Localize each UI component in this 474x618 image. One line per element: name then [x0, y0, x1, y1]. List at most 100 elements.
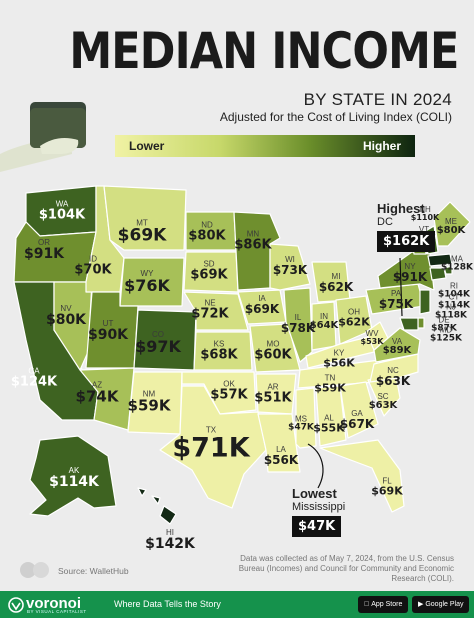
state-value: $74K	[75, 387, 119, 406]
state-value: $55K	[313, 421, 345, 435]
lowest-callout: Lowest Mississippi $47K	[292, 486, 345, 537]
state-value: $104K	[437, 289, 471, 300]
state-value: $104K	[38, 207, 86, 223]
state-ks	[193, 331, 253, 371]
state-value: $114K	[49, 474, 99, 490]
state-value: $56K	[323, 356, 355, 370]
state-value: $80K	[45, 312, 87, 328]
state-value: $124K	[10, 374, 58, 390]
state-label-mt: MT $69K	[117, 218, 167, 246]
data-note: Data was collected as of May 7, 2024, fr…	[238, 554, 454, 583]
state-label-ak: AK $114K	[49, 466, 99, 490]
state-abbr: OR	[37, 238, 50, 247]
state-ct	[429, 267, 447, 281]
state-va	[373, 327, 421, 363]
state-abbr: VT	[418, 225, 430, 234]
state-abbr: PA	[390, 289, 402, 298]
state-label-pa: PA $75K	[378, 289, 414, 311]
state-abbr: AR	[267, 382, 279, 392]
highest-value: $162K	[377, 231, 436, 252]
highest-name: DC	[377, 216, 393, 228]
state-value: $69K	[371, 484, 403, 498]
state-md	[399, 317, 419, 331]
state-abbr: MA	[451, 254, 463, 264]
footer-slogan[interactable]: Where Data Tells the Story	[114, 599, 221, 609]
state-abbr: CA	[28, 366, 40, 376]
google-play-label: Google Play	[425, 601, 464, 608]
state-abbr: WV	[365, 329, 379, 338]
state-az	[79, 367, 135, 431]
state-abbr: WA	[55, 199, 69, 209]
state-label-nm: NM $59K	[128, 389, 171, 414]
state-label-la: LA $56K	[263, 446, 299, 467]
state-value: $70K	[74, 262, 112, 278]
state-abbr: WY	[140, 269, 154, 278]
state-value: $69K	[117, 225, 167, 246]
state-label-wi: WI $73K	[272, 256, 308, 277]
state-value: $63K	[375, 374, 411, 388]
state-abbr: OH	[348, 307, 360, 317]
state-label-mi: MI $62K	[318, 273, 354, 294]
state-value: $62K	[318, 280, 354, 294]
state-ms	[295, 387, 317, 449]
state-value: $90K	[87, 327, 129, 343]
state-value: $56K	[263, 453, 299, 467]
state-abbr: AK	[68, 466, 80, 475]
state-value: $76K	[124, 276, 170, 295]
state-abbr: KS	[213, 339, 225, 349]
state-value: $73K	[272, 263, 308, 277]
state-label-fl: FL $69K	[371, 476, 403, 498]
color-legend: Lower Higher	[115, 135, 415, 157]
state-wv	[365, 321, 389, 351]
lowest-name: Mississippi	[292, 501, 346, 513]
state-abbr: ID	[89, 254, 97, 264]
footer-tagline: BY VISUAL CAPITALIST	[27, 609, 87, 614]
state-abbr: NM	[142, 389, 156, 399]
state-label-va: VA $89K	[383, 338, 412, 356]
state-label-nd: ND $80K	[188, 221, 225, 243]
state-label-ks: KS $68K	[200, 339, 237, 362]
state-abbr: MT	[136, 218, 148, 228]
legend-high-label: Higher	[362, 139, 401, 153]
state-label-ct: CT $114K	[437, 292, 471, 311]
state-value: $53K	[360, 337, 384, 346]
state-label-or: OR $91K	[23, 238, 65, 262]
voronoi-logo-icon	[8, 597, 24, 613]
state-value: $114K	[437, 300, 471, 311]
page-title: MEDIAN INCOME	[69, 22, 459, 80]
state-label-nc: NC $63K	[375, 367, 411, 388]
state-label-oh: OH $62K	[338, 307, 370, 328]
state-value: $75K	[378, 297, 414, 311]
state-label-sc: SC $63K	[369, 393, 398, 411]
state-ut	[85, 291, 139, 369]
state-value: $91K	[392, 270, 428, 284]
state-label-wy: WY $76K	[124, 270, 170, 294]
state-abbr: GA	[351, 409, 363, 418]
state-value: $142K	[145, 536, 195, 552]
state-abbr: NE	[204, 298, 216, 308]
state-label-ar: AR $51K	[254, 382, 291, 405]
footer-bar: voronoi BY VISUAL CAPITALIST Where Data …	[0, 591, 474, 618]
state-label-in: IN $64K	[310, 313, 339, 331]
state-wy	[119, 257, 185, 307]
app-store-button[interactable]:  App Store	[358, 596, 409, 613]
state-al	[315, 385, 347, 447]
dc-pointer	[399, 257, 403, 317]
state-value: $118K	[434, 310, 468, 321]
google-play-button[interactable]: ▶ Google Play	[412, 596, 470, 613]
state-label-tx: TX $71K	[172, 426, 249, 462]
state-value: $59K	[314, 381, 346, 395]
state-abbr: FL	[382, 476, 392, 486]
highest-callout: Highest DC $162K	[377, 201, 436, 252]
state-label-de: DE $87K	[431, 316, 457, 334]
state-value: $87K	[431, 323, 457, 334]
state-abbr: CO	[151, 330, 164, 339]
state-abbr: MD	[439, 325, 453, 335]
state-value: $80K	[436, 225, 466, 236]
state-label-hi: HI $142K	[145, 529, 195, 552]
state-de	[417, 317, 425, 329]
state-abbr: IL	[294, 313, 302, 322]
state-abbr: CT	[448, 292, 460, 302]
state-value: $69K	[244, 302, 280, 316]
state-value: $91K	[23, 246, 65, 262]
